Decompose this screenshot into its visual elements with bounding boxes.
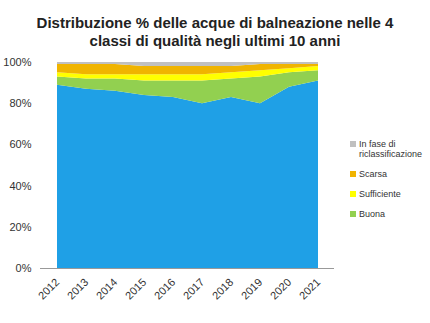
- html-text:Buona: Buona: [359, 209, 385, 219]
- svg-text:2017: 2017: [181, 276, 207, 302]
- svg-text:40%: 40%: [9, 180, 31, 192]
- svg-text:60%: 60%: [9, 138, 31, 150]
- html-text:In fase di riclassificazione: In fase di riclassificazione: [359, 139, 422, 159]
- html-text:Sufficiente: Sufficiente: [359, 189, 401, 199]
- svg-text:0%: 0%: [16, 262, 32, 274]
- html-text:Distribuzione % delle acque di: Distribuzione % delle acque di balneazio…: [36, 14, 394, 49]
- svg-text:2013: 2013: [65, 276, 91, 302]
- svg-text:2021: 2021: [297, 276, 323, 302]
- svg-text:2018: 2018: [210, 276, 236, 302]
- svg-text:2019: 2019: [239, 276, 265, 302]
- svg-text:2016: 2016: [152, 276, 178, 302]
- html-text:Scarsa: Scarsa: [359, 169, 387, 179]
- svg-text:100%: 100%: [3, 56, 31, 68]
- svg-text:2012: 2012: [36, 276, 62, 302]
- svg-text:20%: 20%: [9, 221, 31, 233]
- svg-text:2014: 2014: [94, 276, 120, 302]
- svg-text:2015: 2015: [123, 276, 149, 302]
- svg-text:80%: 80%: [9, 97, 31, 109]
- svg-text:2020: 2020: [268, 276, 294, 302]
